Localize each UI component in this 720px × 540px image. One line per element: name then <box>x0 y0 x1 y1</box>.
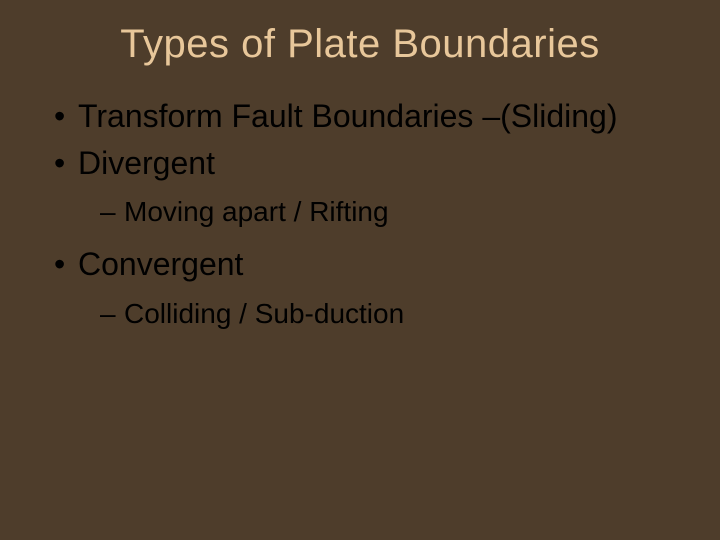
sub-list-item: Colliding / Sub-duction <box>100 293 670 335</box>
sub-list-item-label: Moving apart / Rifting <box>124 196 389 227</box>
sub-list: Colliding / Sub-duction <box>78 293 670 335</box>
list-item-label: Divergent <box>78 145 215 181</box>
sub-list: Moving apart / Rifting <box>78 191 670 233</box>
sub-list-item: Moving apart / Rifting <box>100 191 670 233</box>
slide-title: Types of Plate Boundaries <box>50 22 670 67</box>
list-item-label: Convergent <box>78 246 243 282</box>
bullet-list: Transform Fault Boundaries –(Sliding) Di… <box>50 95 670 335</box>
list-item: Divergent Moving apart / Rifting <box>50 142 670 233</box>
list-item: Convergent Colliding / Sub-duction <box>50 243 670 334</box>
list-item-label: Transform Fault Boundaries –(Sliding) <box>78 98 617 134</box>
sub-list-item-label: Colliding / Sub-duction <box>124 298 404 329</box>
list-item: Transform Fault Boundaries –(Sliding) <box>50 95 670 138</box>
slide: Types of Plate Boundaries Transform Faul… <box>0 0 720 540</box>
